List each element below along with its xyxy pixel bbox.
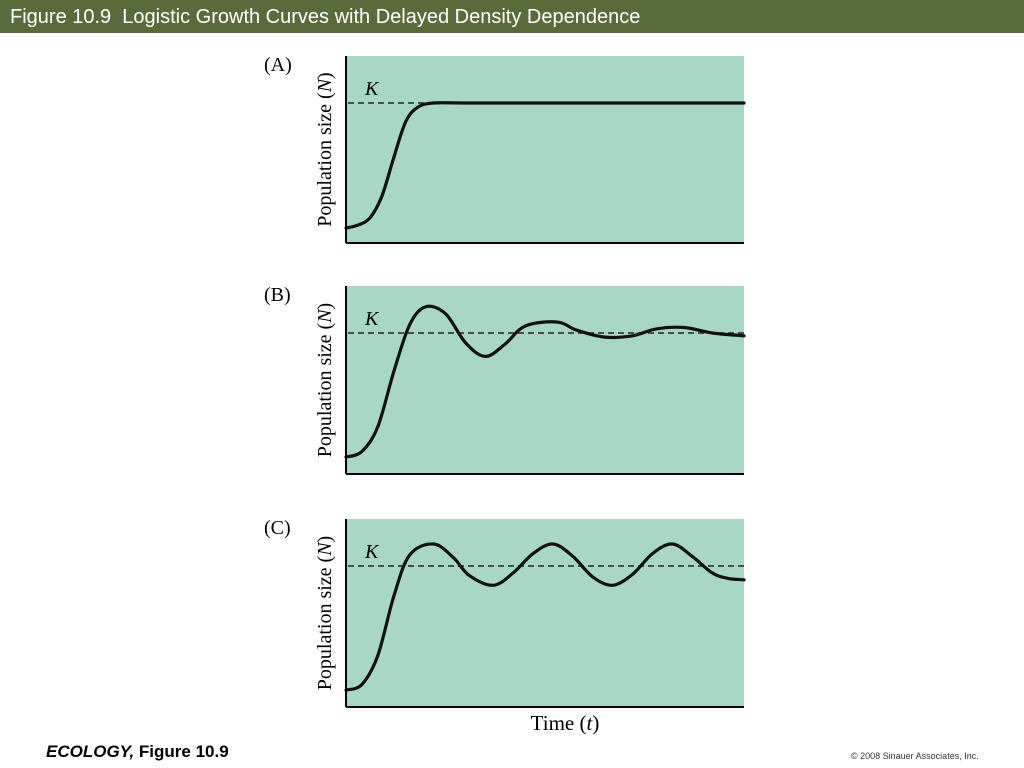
x-axis-label: Time (t) <box>531 711 600 735</box>
panel-c-k-label: K <box>364 541 380 563</box>
slide-title: Figure 10.9 Logistic Growth Curves with … <box>10 6 641 28</box>
panel-a-y-axis-label: Population size (N) <box>314 72 336 226</box>
panel-b-population-curve <box>344 304 746 459</box>
y-label-variable: N <box>314 541 336 557</box>
footer-book-title: ECOLOGY, <box>46 742 135 761</box>
y-label-close: ) <box>314 303 336 310</box>
footer-book-credit: ECOLOGY, Figure 10.9 <box>46 742 229 762</box>
y-label-text: Population size ( <box>314 92 336 227</box>
y-label-text: Population size ( <box>314 322 336 457</box>
panel-b-k-label: K <box>364 308 380 330</box>
y-label-variable: N <box>314 308 336 324</box>
panel-c: K (C) Population size (N) <box>264 517 746 708</box>
panel-b-label: (B) <box>264 284 291 306</box>
panel-a: K (A) Population size (N) <box>264 54 746 244</box>
panel-c-population-curve <box>344 542 746 692</box>
y-label-text: Population size ( <box>314 555 336 690</box>
panel-a-k-label: K <box>364 78 380 100</box>
panel-c-y-axis-label: Population size (N) <box>314 536 336 690</box>
y-label-close: ) <box>314 72 336 79</box>
y-label-variable: N <box>314 77 336 93</box>
panel-b-y-axis-label: Population size (N) <box>314 303 336 457</box>
panel-a-population-curve <box>344 101 746 230</box>
panel-b-plot-area <box>346 286 744 474</box>
copyright-notice: © 2008 Sinauer Associates, Inc. <box>851 751 979 761</box>
panel-a-plot-area <box>346 56 744 243</box>
panel-c-label: (C) <box>264 517 291 539</box>
footer-figure-number: Figure 10.9 <box>138 742 229 761</box>
panel-b: K (B) Population size (N) <box>264 284 746 475</box>
title-bar: Figure 10.9 Logistic Growth Curves with … <box>0 0 1024 33</box>
y-label-close: ) <box>314 536 336 543</box>
panel-a-label: (A) <box>264 54 292 76</box>
